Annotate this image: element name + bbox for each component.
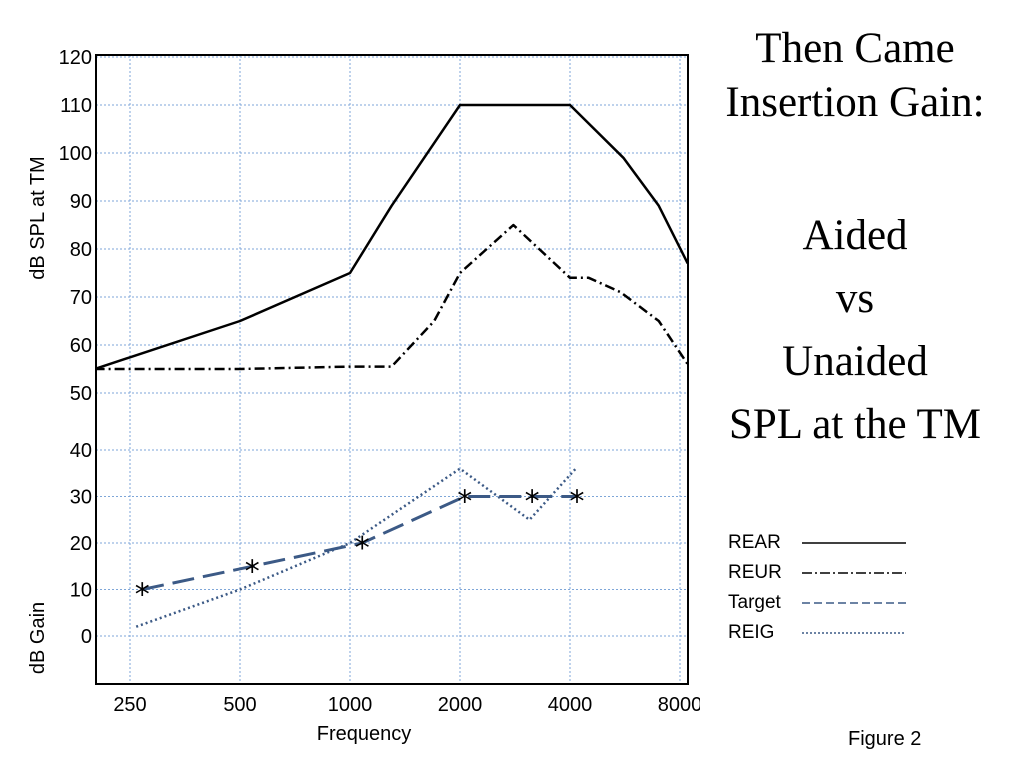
slide-title: Then Came Insertion Gain: xyxy=(700,22,1010,130)
slide-subtitle-line: Unaided xyxy=(782,338,928,385)
legend-swatch-target xyxy=(802,602,906,604)
x-tick-label: 8000 xyxy=(658,694,700,716)
y-tick-label: 30 xyxy=(70,487,92,509)
y-tick-label: 60 xyxy=(70,335,92,357)
data-point-marker: * xyxy=(355,531,370,566)
x-tick-label: 2000 xyxy=(438,694,483,716)
slide-subtitle: Aided vs Unaided SPL at the TM xyxy=(700,204,1010,456)
y-tick-label: 40 xyxy=(70,440,92,462)
data-point-marker: * xyxy=(569,485,584,520)
legend-item-target: Target xyxy=(728,590,918,620)
series-line-target xyxy=(141,495,577,591)
y-tick-label: 70 xyxy=(70,287,92,309)
legend-item-reig: REIG xyxy=(728,620,918,650)
legend: REAR REUR Target REIG xyxy=(728,530,918,650)
x-axis-ticks: 250 500 1000 2000 4000 8000 xyxy=(113,694,700,716)
y-axis-ticks: 50 60 70 80 90 100 110 120 0 10 20 30 40 xyxy=(59,47,92,648)
slide-title-line: Then Came xyxy=(755,25,955,72)
series-line-reur xyxy=(96,223,688,371)
x-axis-title: Frequency xyxy=(317,723,412,745)
slide-subtitle-line: vs xyxy=(835,275,875,322)
series-line-rear xyxy=(96,103,688,370)
legend-label-reig: REIG xyxy=(728,622,775,643)
legend-item-reur: REUR xyxy=(728,560,918,590)
data-point-marker: * xyxy=(135,578,150,613)
y-tick-label: 20 xyxy=(70,533,92,555)
y-tick-label: 50 xyxy=(70,383,92,405)
legend-label-target: Target xyxy=(728,592,781,613)
figure-caption: Figure 2 xyxy=(848,728,922,750)
legend-label-rear: REAR xyxy=(728,532,781,553)
slide-subtitle-line: Aided xyxy=(802,212,908,259)
slide-title-line: Insertion Gain: xyxy=(725,79,985,126)
data-point-marker: * xyxy=(457,485,472,520)
y-tick-label: 100 xyxy=(59,143,92,165)
grid-lines xyxy=(96,55,688,684)
data-point-marker: * xyxy=(525,485,540,520)
y-axis-title-spl: dB SPL at TM xyxy=(27,156,49,279)
series-layer xyxy=(96,103,688,628)
series-line-reig xyxy=(135,467,577,628)
marker-layer: * * * * * * xyxy=(135,485,585,613)
slide-subtitle-line: SPL at the TM xyxy=(728,401,982,448)
y-tick-label: 120 xyxy=(59,47,92,69)
legend-swatch-reur xyxy=(802,572,906,574)
x-tick-label: 4000 xyxy=(548,694,593,716)
legend-swatch-rear xyxy=(802,542,906,544)
legend-swatch-reig xyxy=(802,632,906,634)
x-tick-label: 250 xyxy=(113,694,146,716)
x-tick-label: 500 xyxy=(223,694,256,716)
y-tick-label: 0 xyxy=(81,626,92,648)
y-tick-label: 110 xyxy=(60,95,92,117)
legend-item-rear: REAR xyxy=(728,530,918,560)
y-tick-label: 10 xyxy=(70,580,92,602)
y-axis-title-gain: dB Gain xyxy=(27,602,49,674)
x-tick-label: 1000 xyxy=(328,694,373,716)
plot-frame xyxy=(95,54,689,685)
legend-label-reur: REUR xyxy=(728,562,782,583)
y-tick-label: 80 xyxy=(70,239,92,261)
data-point-marker: * xyxy=(245,554,260,589)
y-tick-label: 90 xyxy=(70,191,92,213)
